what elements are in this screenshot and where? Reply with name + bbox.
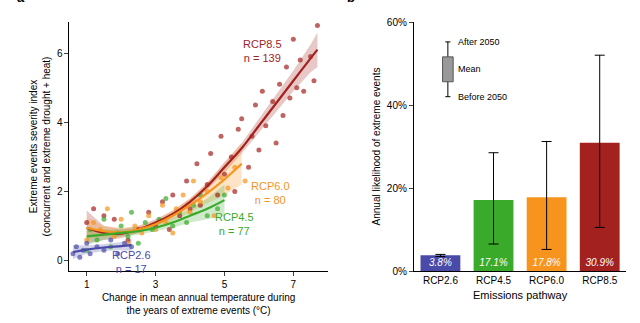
svg-text:RCP6.0: RCP6.0 bbox=[529, 275, 564, 286]
svg-text:3: 3 bbox=[153, 279, 159, 290]
svg-text:Emissions pathway: Emissions pathway bbox=[473, 289, 568, 301]
svg-text:Extreme events severity index(: Extreme events severity index(concurrent… bbox=[28, 57, 52, 237]
svg-text:RCP6.0n = 80: RCP6.0n = 80 bbox=[251, 180, 290, 206]
svg-text:After 2050: After 2050 bbox=[458, 37, 500, 47]
svg-text:1: 1 bbox=[84, 279, 90, 290]
svg-text:6: 6 bbox=[57, 48, 63, 59]
svg-text:Mean: Mean bbox=[458, 64, 481, 74]
svg-text:RCP8.5: RCP8.5 bbox=[582, 275, 617, 286]
svg-text:17.8%: 17.8% bbox=[532, 257, 560, 268]
svg-text:RCP8.5n = 139: RCP8.5n = 139 bbox=[243, 38, 282, 64]
svg-text:7: 7 bbox=[291, 279, 297, 290]
svg-text:Annual likelihood of extreme e: Annual likelihood of extreme events bbox=[371, 68, 382, 226]
svg-text:0%: 0% bbox=[392, 266, 407, 277]
svg-text:Change in mean annual temperat: Change in mean annual temperature during… bbox=[102, 292, 295, 316]
svg-text:b: b bbox=[347, 0, 355, 5]
svg-text:0: 0 bbox=[57, 255, 63, 266]
svg-text:20%: 20% bbox=[387, 183, 407, 194]
svg-text:a: a bbox=[17, 0, 25, 5]
svg-text:RCP4.5: RCP4.5 bbox=[476, 275, 511, 286]
svg-text:RCP4.5n = 77: RCP4.5n = 77 bbox=[215, 211, 254, 237]
svg-text:3.8%: 3.8% bbox=[429, 257, 452, 268]
svg-text:5: 5 bbox=[222, 279, 228, 290]
svg-text:RCP2.6n = 17: RCP2.6n = 17 bbox=[112, 249, 151, 275]
svg-text:RCP2.6: RCP2.6 bbox=[423, 275, 458, 286]
svg-text:60%: 60% bbox=[387, 17, 407, 28]
svg-text:30.9%: 30.9% bbox=[585, 257, 613, 268]
svg-text:2: 2 bbox=[57, 186, 63, 197]
svg-text:Before 2050: Before 2050 bbox=[458, 92, 507, 102]
svg-text:4: 4 bbox=[57, 117, 63, 128]
svg-text:17.1%: 17.1% bbox=[479, 257, 507, 268]
svg-text:40%: 40% bbox=[387, 100, 407, 111]
